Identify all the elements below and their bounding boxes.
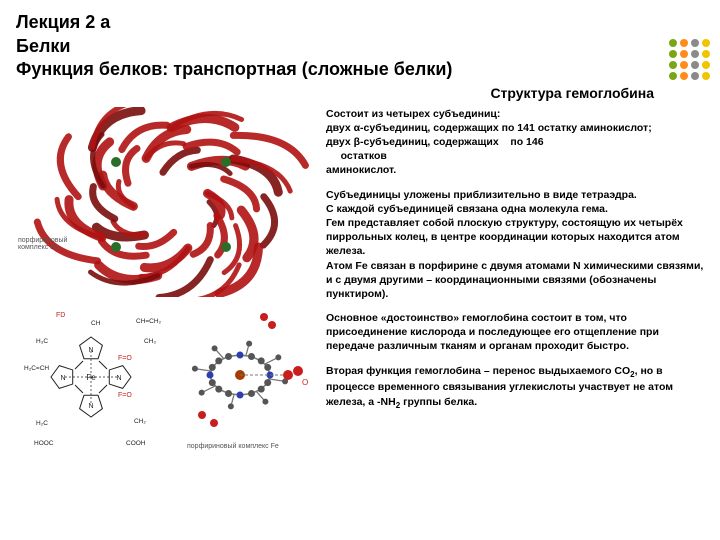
heme-3d-model: O порфириновый комплекс Fe (172, 305, 312, 450)
header-line3: Функция белков: транспортная (сложные бе… (16, 59, 704, 81)
decorative-dot-grid (668, 38, 712, 85)
header-line1: Лекция 2 а (16, 12, 704, 34)
svg-text:CH₂: CH₂ (134, 418, 146, 425)
svg-text:N: N (88, 403, 93, 410)
svg-text:H₂C: H₂C (36, 420, 48, 427)
paragraph-co2: Вторая функция гемоглобина – перенос выд… (326, 364, 704, 412)
svg-text:F=O: F=O (118, 392, 132, 399)
svg-text:CH₃: CH₃ (144, 338, 156, 345)
svg-text:N: N (116, 375, 121, 382)
svg-text:O: O (302, 378, 308, 387)
content-area: порфириновый комплекс Fe NNNNFeH₃CCH₃CH=… (16, 107, 704, 450)
figures-column: порфириновый комплекс Fe NNNNFeH₃CCH₃CH=… (16, 107, 316, 450)
protein-label: порфириновый комплекс Fe (18, 237, 78, 251)
svg-text:CH: CH (91, 320, 101, 327)
paragraph-composition: Состоит из четырех субъединиц: двух α-су… (326, 107, 704, 178)
heme-structural-formula: NNNNFeH₃CCH₃CH=CH₂H₂C=CHH₂CCH₂CHHOOCCOOH… (16, 305, 166, 450)
svg-text:HOOC: HOOC (34, 440, 54, 447)
svg-text:CH=CH₂: CH=CH₂ (136, 318, 162, 325)
svg-text:H₃C: H₃C (36, 338, 48, 345)
svg-text:FD: FD (56, 312, 65, 319)
paragraph-structure: Субъединицы уложены приблизительно в вид… (326, 188, 704, 301)
svg-text:COOH: COOH (126, 440, 146, 447)
svg-text:F=O: F=O (118, 355, 132, 362)
svg-text:H₂C=CH: H₂C=CH (24, 365, 49, 372)
slide-subtitle: Структура гемоглобина (16, 85, 704, 101)
heme-3d-label: порфириновый комплекс Fe (187, 443, 279, 450)
svg-text:N: N (60, 375, 65, 382)
hemoglobin-ribbon-figure: порфириновый комплекс Fe (16, 107, 311, 297)
chemistry-figures-row: NNNNFeH₃CCH₃CH=CH₂H₂C=CHH₂CCH₂CHHOOCCOOH… (16, 305, 316, 450)
header-line2: Белки (16, 36, 704, 58)
slide-header: Лекция 2 а Белки Функция белков: транспо… (16, 12, 704, 81)
paragraph-advantage: Основное «достоинство» гемоглобина состо… (326, 311, 704, 354)
text-column: Состоит из четырех субъединиц: двух α-су… (326, 107, 704, 450)
